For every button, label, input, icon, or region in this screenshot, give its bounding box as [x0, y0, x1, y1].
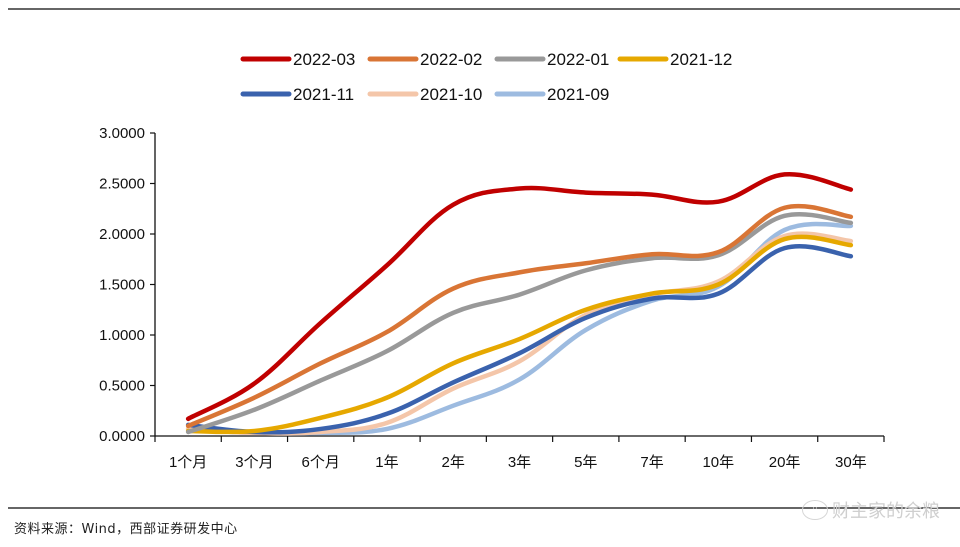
- legend-item: 2021-12: [617, 50, 732, 69]
- x-tick-label: 5年: [574, 454, 597, 471]
- legend-label: 2022-01: [547, 50, 609, 69]
- x-tick-label: 3年: [508, 454, 531, 471]
- series-line-2022-01: [185, 211, 854, 435]
- series-line-2021-12: [185, 234, 854, 435]
- y-tick-label: 0.5000: [99, 378, 145, 395]
- y-tick-label: 3.0000: [99, 125, 145, 142]
- x-tick-label: 3个月: [235, 454, 273, 471]
- series-line-2021-11: [185, 244, 854, 435]
- x-tick-label: 30年: [835, 454, 867, 471]
- legend-item: 2021-09: [494, 85, 609, 104]
- x-tick-label: 2年: [442, 454, 465, 471]
- x-tick-label: 1年: [375, 454, 398, 471]
- x-tick-label: 10年: [702, 454, 734, 471]
- legend-label: 2021-11: [293, 85, 354, 104]
- legend-item: 2022-03: [240, 50, 355, 69]
- y-tick-label: 1.0000: [99, 327, 145, 344]
- x-tick-label: 20年: [769, 454, 801, 471]
- legend-label: 2021-10: [420, 85, 482, 104]
- legend-item: 2022-02: [367, 50, 482, 69]
- y-tick-label: 1.5000: [99, 277, 145, 294]
- legend-label: 2022-03: [293, 50, 355, 69]
- y-tick-label: 2.5000: [99, 176, 145, 193]
- x-tick-label: 7年: [640, 454, 663, 471]
- legend-item: 2022-01: [494, 50, 609, 69]
- legend: 2022-03 2022-02 2022-01 2021-12 2021-11 2021-…: [240, 50, 732, 104]
- axes: 0.0000 0.5000 1.0000 1.5000 2.0000 2.5000 3.00…: [99, 125, 885, 471]
- legend-label: 2022-02: [420, 50, 482, 69]
- legend-label: 2021-09: [547, 85, 609, 104]
- source-note: 资料来源：Wind，西部证券研发中心: [14, 522, 238, 537]
- wechat-icon: ··: [802, 500, 828, 520]
- series-line-2022-02: [185, 203, 854, 429]
- legend-item: 2021-10: [367, 85, 482, 104]
- legend-item: 2021-11: [240, 85, 354, 104]
- y-tick-label: 0.0000: [99, 428, 145, 445]
- watermark: ·· 财主家的余粮: [802, 497, 940, 523]
- series-line-2022-03: [185, 172, 854, 422]
- legend-label: 2021-12: [670, 50, 732, 69]
- x-tick-label: 6个月: [302, 454, 340, 471]
- x-tick-label: 1个月: [169, 454, 207, 471]
- y-tick-label: 2.0000: [99, 226, 145, 243]
- watermark-text: 财主家的余粮: [832, 501, 940, 522]
- series-lines: [185, 172, 854, 436]
